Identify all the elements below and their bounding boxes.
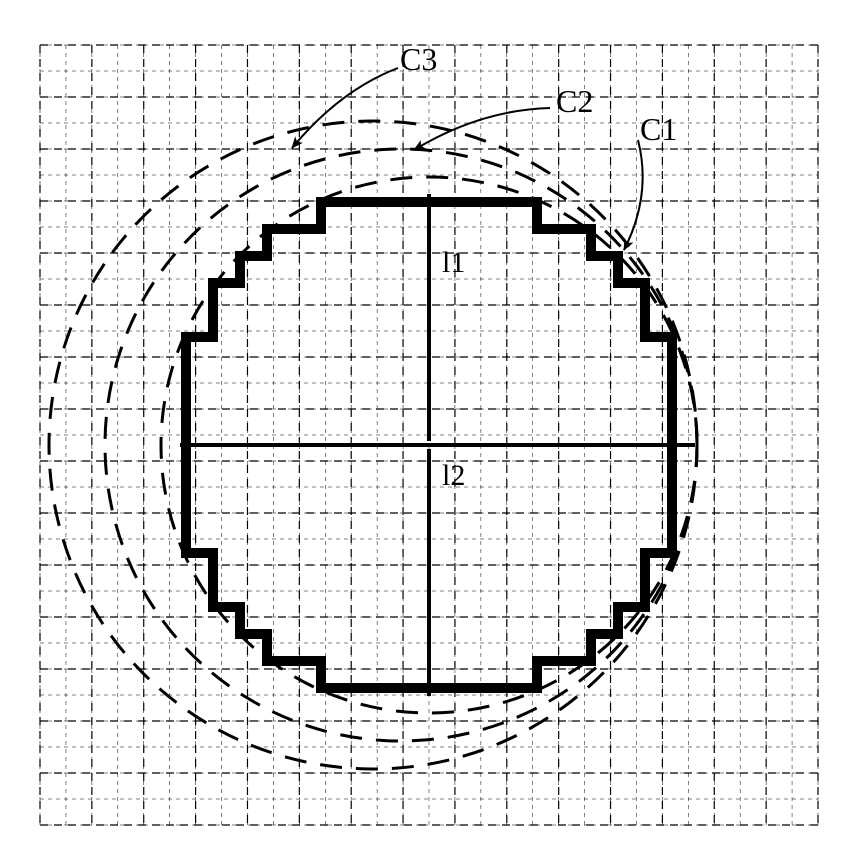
label-c1: C1 <box>640 111 677 147</box>
label-c3: C3 <box>400 41 437 77</box>
leader-arrow-c2 <box>414 108 550 150</box>
label-c2: C2 <box>556 83 593 119</box>
label-l2: l2 <box>442 459 465 492</box>
leader-arrow-c1 <box>624 140 643 250</box>
label-l1: l1 <box>442 246 465 279</box>
leader-arrow-c3 <box>292 68 398 148</box>
diagram-canvas: C3 C2 C1 l1 l2 <box>0 0 858 857</box>
